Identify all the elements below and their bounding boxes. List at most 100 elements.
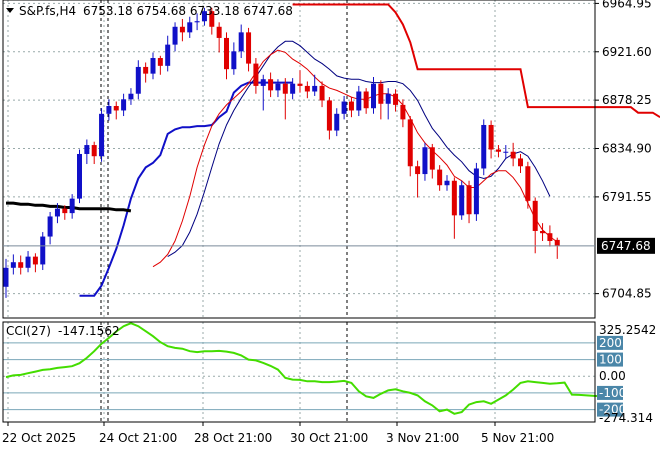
candle-body-35 <box>260 79 266 86</box>
time-tick-label-5: 5 Nov 21:00 <box>481 431 554 445</box>
price-tick-label-6: 6704.85 <box>602 287 652 301</box>
candle-body-41 <box>304 85 310 92</box>
candle-body-48 <box>356 91 362 111</box>
candle-body-31 <box>231 51 237 70</box>
candle-body-22 <box>165 44 171 66</box>
candle-body-72 <box>532 200 538 231</box>
slow-average-line <box>167 40 551 258</box>
candle-body-32 <box>238 32 244 52</box>
candle-body-60 <box>444 180 450 186</box>
candle-body-58 <box>429 147 435 170</box>
cci-tick-label-1: 200 <box>599 336 622 350</box>
candle-body-20 <box>150 58 156 74</box>
candle-body-29 <box>216 26 222 38</box>
candle-body-24 <box>179 26 185 33</box>
current-price-label: 6747.68 <box>601 239 651 253</box>
ohlc-values: 6753.18 6754.68 6733.18 6747.68 <box>83 4 293 18</box>
candle-body-11 <box>84 145 90 154</box>
candle-body-70 <box>518 158 523 167</box>
candle-body-14 <box>106 106 112 114</box>
candle-body-55 <box>407 119 413 167</box>
price-axis: 6964.95 6921.60 6878.25 6834.90 6791.55 6704.… <box>595 0 652 301</box>
candle-body-45 <box>334 113 340 131</box>
candle-body-52 <box>385 93 391 104</box>
price-tick-label-2: 6878.25 <box>602 93 652 107</box>
current-price-marker: 6747.68 <box>3 237 655 254</box>
cci-tick-label-0: 325.2542 <box>599 323 656 337</box>
candle-body-57 <box>422 147 428 175</box>
candle-body-19 <box>143 66 149 74</box>
candle-body-10 <box>77 153 82 199</box>
price-panel-frame <box>2 0 596 319</box>
candle-body-5 <box>40 236 46 265</box>
candle-body-59 <box>437 169 443 186</box>
cci-tick-label-2: 100 <box>599 353 622 367</box>
candle-body-74 <box>547 233 553 242</box>
candle-body-36 <box>268 79 274 91</box>
candle-body-66 <box>488 124 494 150</box>
candle-body-17 <box>128 93 134 100</box>
stop-line <box>292 3 660 119</box>
candle-body-43 <box>319 85 325 101</box>
candle-body-25 <box>187 22 193 33</box>
candle-body-7 <box>54 208 60 217</box>
price-tick-label-1: 6921.60 <box>602 45 652 59</box>
cci-level-box-1 <box>597 335 623 350</box>
candle-body-73 <box>540 230 546 234</box>
candle-body-53 <box>393 93 399 105</box>
candle-body-49 <box>363 91 369 109</box>
candle-body-0 <box>3 267 9 287</box>
price-tick-label-4: 6791.55 <box>602 190 652 204</box>
cci-line <box>5 322 602 415</box>
cci-tick-label-3: 0.00 <box>599 369 626 383</box>
current-price-box <box>597 237 655 254</box>
cci-level-box-4 <box>597 385 623 400</box>
candle-body-4 <box>32 256 38 265</box>
cci-level-box-5 <box>597 402 623 417</box>
candle-body-27 <box>201 11 207 22</box>
candle-body-23 <box>172 26 178 45</box>
cci-series-layer <box>5 322 602 415</box>
time-axis: 22 Oct 2025 24 Oct 21:00 28 Oct 21:00 30 Oc… <box>2 422 554 445</box>
symbol-label: S&P.fs,H4 <box>19 4 76 18</box>
symbol-header: S&P.fs,H4 6753.18 6754.68 6733.18 6747.6… <box>6 4 293 18</box>
cci-panel-frame <box>2 321 596 423</box>
dropdown-triangle-icon[interactable] <box>6 8 14 13</box>
cci-value: -147.1562 <box>58 324 120 338</box>
candle-body-30 <box>224 37 229 70</box>
cci-tick-label-4: -100 <box>599 386 626 400</box>
candle-body-9 <box>69 198 75 214</box>
candle-body-15 <box>113 106 119 111</box>
candle-body-64 <box>473 168 479 215</box>
price-series-layer <box>6 3 660 297</box>
candle-body-6 <box>47 216 53 237</box>
cci-tick-label-5: -200 <box>599 403 626 417</box>
candle-body-47 <box>348 101 354 111</box>
candle-body-2 <box>18 262 24 268</box>
candle-body-68 <box>503 151 509 153</box>
cci-level-box-2 <box>597 352 623 367</box>
candle-body-65 <box>481 124 487 169</box>
candle-body-28 <box>209 11 215 27</box>
candle-body-75 <box>554 239 560 246</box>
candle-body-3 <box>25 256 31 268</box>
candle-body-26 <box>194 21 200 23</box>
candle-body-42 <box>312 85 318 92</box>
candle-body-54 <box>400 104 406 120</box>
time-tick-label-0: 22 Oct 2025 <box>2 431 76 445</box>
cci-header: CCI(27) -147.1562 <box>6 324 120 338</box>
candle-body-38 <box>282 83 288 94</box>
candle-body-34 <box>253 63 259 86</box>
candle-body-1 <box>10 262 16 268</box>
time-tick-label-4: 3 Nov 21:00 <box>386 431 459 445</box>
candle-body-8 <box>62 208 68 214</box>
candle-body-51 <box>378 83 384 104</box>
candle-body-13 <box>99 113 105 157</box>
black-average-line <box>6 201 132 213</box>
candle-body-71 <box>525 166 531 201</box>
time-tick-label-1: 24 Oct 21:00 <box>99 431 177 445</box>
price-tick-label-3: 6834.90 <box>602 142 652 156</box>
candle-body-69 <box>510 151 516 159</box>
candle-body-44 <box>326 100 332 131</box>
